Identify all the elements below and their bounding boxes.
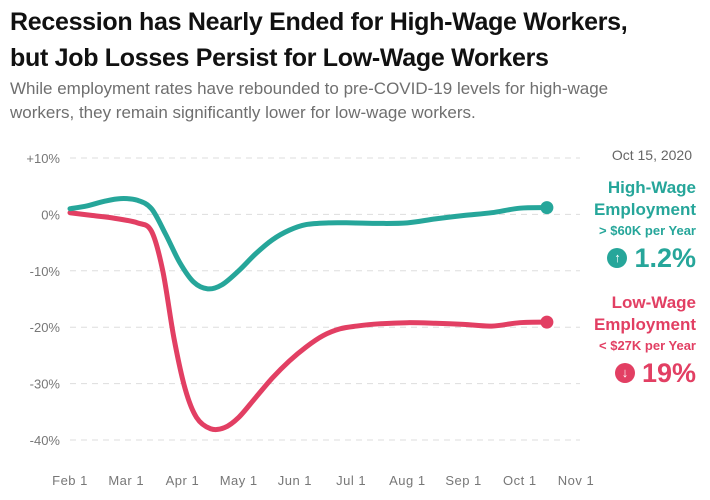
y-tick-label: -10%: [30, 264, 61, 279]
legend-high-value: 1.2%: [634, 243, 696, 273]
series-lines: [67, 196, 554, 433]
legend-low-value-row: ↓ 19%: [594, 356, 696, 390]
x-tick-label: Jul 1: [336, 473, 366, 488]
chart-subtitle: While employment rates have rebounded to…: [10, 77, 700, 125]
y-tick-label: -40%: [30, 433, 61, 448]
y-tick-label: -30%: [30, 377, 61, 392]
y-tick-label: +10%: [26, 151, 60, 166]
high-wage-line: [67, 196, 551, 292]
x-tick-label: Oct 1: [503, 473, 537, 488]
low-wage-line: [67, 210, 551, 433]
x-tick-label: Mar 1: [108, 473, 144, 488]
legend-low-wage: Low-Wage Employment < $27K per Year ↓ 19…: [594, 292, 696, 390]
legend-low-name-2: Employment: [593, 315, 696, 334]
arrow-up-circle-icon: ↑: [607, 248, 628, 268]
high-wage-endpoint: [540, 201, 554, 215]
x-tick-label: Aug 1: [389, 473, 425, 488]
y-tick-label: 0%: [41, 207, 60, 222]
subtitle-line-1: While employment rates have rebounded to…: [10, 79, 609, 98]
subtitle-line-2: workers, they remain significantly lower…: [10, 103, 476, 122]
x-axis-ticks: Feb 1 Mar 1 Apr 1 May 1 Jun 1 Jul 1 Aug 1 Sep 1…: [52, 473, 594, 488]
x-tick-label: May 1: [220, 473, 258, 488]
legend-low-name-1: Low-Wage: [611, 293, 696, 312]
title-line-1: Recession has Nearly Ended for High-Wage…: [10, 8, 628, 36]
x-tick-label: Apr 1: [166, 473, 200, 488]
chart-title: Recession has Nearly Ended for High-Wage…: [10, 4, 700, 76]
legend-low-value: 19%: [641, 358, 696, 388]
low-wage-endpoint: [540, 315, 554, 329]
legend-low-sub: < $27K per Year: [599, 338, 696, 353]
title-line-2: but Job Losses Persist for Low-Wage Work…: [10, 44, 549, 72]
legend-high-value-row: ↑ 1.2%: [594, 241, 696, 275]
gridlines: [70, 157, 580, 441]
x-tick-label: Jun 1: [278, 473, 312, 488]
legend-high-wage: High-Wage Employment > $60K per Year ↑ 1…: [594, 177, 696, 275]
x-tick-label: Nov 1: [558, 473, 594, 488]
legend-high-name-1: High-Wage: [607, 178, 696, 197]
x-tick-label: Feb 1: [52, 473, 88, 488]
legend-high-sub: > $60K per Year: [599, 223, 696, 238]
x-tick-label: Sep 1: [445, 473, 481, 488]
arrow-down-circle-icon: ↓: [614, 363, 635, 383]
y-tick-label: -20%: [30, 320, 61, 335]
date-annotation: Oct 15, 2020: [611, 147, 692, 163]
y-axis-ticks: +10% 0% -10% -20% -30% -40%: [26, 151, 60, 448]
legend-high-name-2: Employment: [593, 200, 696, 219]
